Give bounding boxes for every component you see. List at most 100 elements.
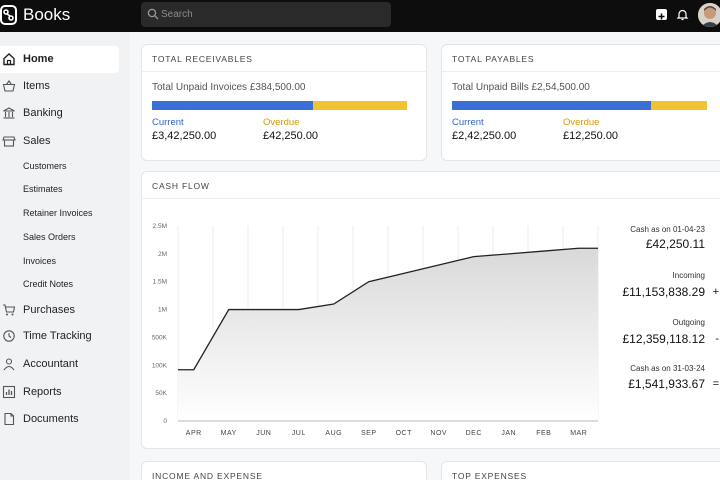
sidebar-item-label: Home [23,53,54,65]
y-tick-label: 1M [158,307,167,314]
sidebar-item-reports[interactable]: Reports [0,379,119,406]
bell-icon[interactable] [676,8,689,21]
sidebar-subitem-sales-orders[interactable]: Sales Orders [23,232,76,242]
x-tick-label: MAR [570,430,587,437]
app-title: Books [23,5,71,24]
current-value[interactable]: £2,42,250.00 [452,130,517,142]
sidebar-subitem-retainer-invoices[interactable]: Retainer Invoices [23,208,93,218]
basket-icon [2,80,16,92]
avatar[interactable] [698,3,720,27]
y-tick-label: 500K [152,334,168,341]
sidebar-item-time-tracking[interactable]: Time Tracking [0,323,119,350]
store-icon [2,136,16,147]
top-bar: Books [0,0,720,32]
current-segment [452,101,651,110]
sidebar-item-label: Time Tracking [23,330,92,342]
incoming-value: £11,153,838.29 [622,285,705,299]
top-expenses-card: TOP EXPENSES [441,461,720,480]
sidebar-item-label: Reports [23,386,62,398]
add-icon[interactable] [656,9,667,20]
cash-flow-line [178,247,598,371]
document-icon [4,412,15,426]
overdue-label: Overdue [563,117,600,128]
plus-operator: + [712,286,719,298]
x-tick-label: JUL [292,430,306,437]
sidebar-item-items[interactable]: Items [0,73,119,100]
total-unpaid-invoices: Total Unpaid Invoices £384,500.00 [152,82,306,93]
overdue-segment [650,101,707,110]
total-unpaid-bills: Total Unpaid Bills £2,54,500.00 [452,82,590,93]
closing-cash-value: £1,541,933.67 [628,377,705,391]
y-tick-label: 100K [152,362,168,369]
x-tick-label: DEC [466,430,482,437]
sidebar-item-label: Accountant [23,358,79,370]
overdue-segment [312,101,407,110]
divider [142,71,426,72]
clock-icon [3,330,15,342]
divider [142,198,720,199]
current-label: Current [152,117,184,128]
y-tick-label: 2M [158,251,167,258]
card-title: TOTAL RECEIVABLES [152,54,253,64]
payables-progress-bar[interactable] [452,101,707,110]
receivables-card: TOTAL RECEIVABLES Total Unpaid Invoices … [141,44,427,161]
outgoing-value: £12,359,118.12 [622,332,705,346]
search-input[interactable] [161,5,381,24]
current-value[interactable]: £3,42,250.00 [152,130,217,142]
sidebar-item-label: Sales [23,135,51,147]
card-title: CASH FLOW [152,181,210,191]
opening-cash-label: Cash as on 01-04-23 [630,225,705,234]
cart-icon [3,304,16,316]
cash-flow-area [178,248,598,421]
sidebar-item-label: Purchases [23,304,75,316]
income-expense-card: INCOME AND EXPENSE [141,461,427,480]
current-label: Current [452,117,484,128]
sidebar-item-label: Banking [23,107,63,119]
sidebar-item-documents[interactable]: Documents [0,406,119,433]
overdue-value[interactable]: £42,250.00 [263,130,319,142]
receivables-progress-bar[interactable] [152,101,407,110]
search-box[interactable] [141,2,391,27]
outgoing-label: Outgoing [672,318,705,327]
cash-flow-chart[interactable]: 0 50K 100K 500K 1M 1.5M 2M 2.5M APR MAY JUN JUL AUG S… [142,199,612,449]
overdue-value[interactable]: £12,250.00 [563,130,619,142]
home-icon [3,53,15,66]
sidebar-subitem-credit-notes[interactable]: Credit Notes [23,279,74,289]
x-tick-label: JUN [256,430,271,437]
reports-icon [2,385,16,399]
sidebar-item-purchases[interactable]: Purchases [0,297,119,324]
payables-card: TOTAL PAYABLES Total Unpaid Bills £2,54,… [441,44,720,161]
sidebar-subitem-customers[interactable]: Customers [23,161,67,171]
x-tick-label: MAY [221,430,237,437]
y-tick-label: 0 [163,418,167,425]
x-tick-label: AUG [325,430,342,437]
incoming-label: Incoming [672,271,705,280]
sidebar-subitem-invoices[interactable]: Invoices [23,256,57,266]
sidebar-subitem-estimates[interactable]: Estimates [23,184,63,194]
accountant-icon [3,358,15,371]
y-tick-label: 1.5M [153,279,167,286]
search-icon [147,8,159,20]
y-tick-label: 50K [155,390,167,397]
sidebar: Home Items Banking Sales Customers Estim… [0,32,130,480]
cash-flow-card: CASH FLOW 0 50K 100K 500K 1M 1.5M 2M 2.5M APR MAY… [141,171,720,449]
books-logo-icon[interactable] [0,4,18,26]
current-segment [152,101,313,110]
overdue-label: Overdue [263,117,300,128]
x-tick-label: JAN [501,430,516,437]
x-tick-label: APR [186,430,202,437]
sidebar-item-home[interactable]: Home [0,46,119,73]
x-tick-label: NOV [430,430,447,437]
card-title: TOTAL PAYABLES [452,54,535,64]
sidebar-item-accountant[interactable]: Accountant [0,351,119,378]
minus-operator: - [715,333,719,345]
card-title: INCOME AND EXPENSE [152,471,263,480]
x-tick-label: FEB [536,430,551,437]
closing-cash-label: Cash as on 31-03-24 [630,364,705,373]
sidebar-item-label: Items [23,80,50,92]
sidebar-item-banking[interactable]: Banking [0,100,119,127]
card-title: TOP EXPENSES [452,471,527,480]
x-tick-label: OCT [396,430,413,437]
sidebar-item-sales[interactable]: Sales [0,128,119,155]
equals-operator: = [712,378,719,390]
